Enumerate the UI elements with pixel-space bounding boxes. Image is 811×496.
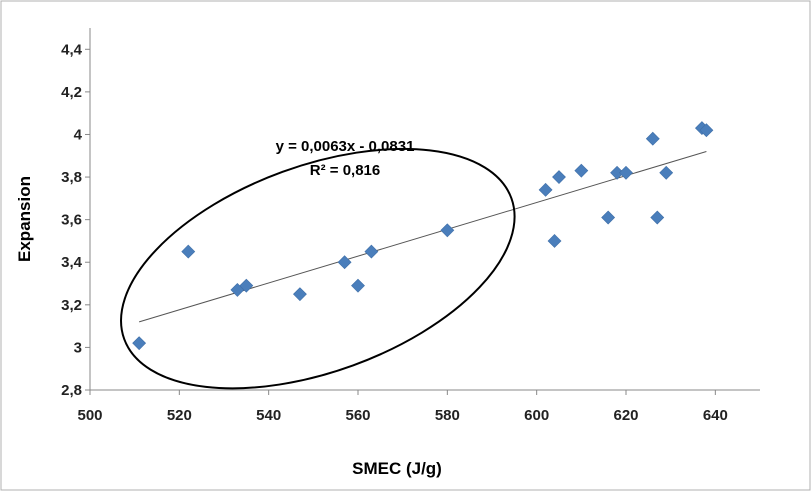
trendline (138, 151, 707, 323)
trendline-equation: y = 0,0063x - 0,0831 (276, 138, 415, 155)
x-axis-title: SMEC (J/g) (352, 459, 442, 478)
data-point (547, 234, 562, 248)
y-tick-label: 4 (74, 126, 83, 143)
x-tick-label: 600 (524, 407, 549, 424)
highlight-ellipse (120, 147, 516, 390)
data-point (552, 170, 566, 184)
data-point (574, 163, 589, 178)
y-axis-title: Expansion (15, 176, 34, 262)
data-point (132, 336, 147, 351)
y-tick-label: 3 (74, 339, 82, 356)
data-point (337, 255, 352, 270)
x-tick-label: 560 (345, 407, 370, 424)
y-tick-label: 4,4 (61, 41, 83, 58)
data-point (619, 165, 633, 180)
data-point (440, 223, 455, 238)
data-point (650, 210, 665, 225)
data-point (364, 244, 379, 259)
data-points (132, 121, 714, 351)
x-tick-label: 540 (256, 407, 281, 424)
trendline-layer (138, 151, 707, 323)
data-point (293, 287, 307, 302)
data-point (659, 165, 674, 180)
x-tick-label: 620 (613, 407, 638, 424)
y-tick-label: 3,8 (61, 169, 82, 186)
y-tick-label: 3,2 (61, 297, 82, 314)
x-tick-label: 500 (77, 407, 102, 424)
trendline-r2: R² = 0,816 (310, 162, 380, 179)
data-point (538, 182, 553, 197)
data-point (181, 244, 196, 259)
data-point (601, 210, 616, 225)
axes: 2,8 3 3,2 3,4 3,6 3,8 4 4,2 4,4 500 520 540 560 580 60… (15, 28, 760, 478)
y-tick-label: 2,8 (61, 382, 82, 399)
data-point (351, 278, 365, 293)
x-tick-label: 520 (167, 407, 192, 424)
x-tick-label: 580 (435, 407, 460, 424)
data-point (699, 123, 714, 138)
data-point (645, 131, 660, 146)
y-tick-label: 4,2 (61, 84, 82, 101)
annotations: y = 0,0063x - 0,0831 R² = 0,816 (120, 138, 516, 390)
data-point (239, 278, 254, 293)
y-tick-label: 3,6 (61, 212, 82, 229)
x-tick-label: 640 (703, 407, 728, 424)
y-tick-label: 3,4 (61, 254, 83, 271)
